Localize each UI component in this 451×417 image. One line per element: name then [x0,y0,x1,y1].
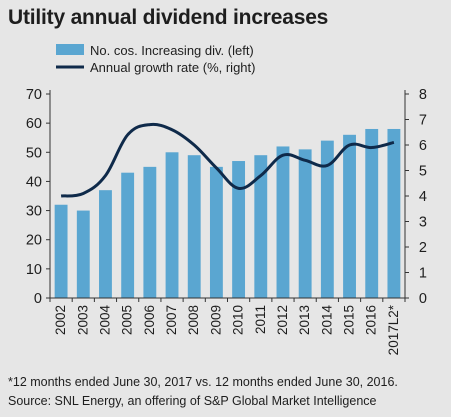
legend-label-line: Annual growth rate (%, right) [90,60,255,75]
x-tick-label: 2004 [97,305,112,336]
y-left-tick-label: 0 [34,291,42,307]
x-tick-label: 2015 [342,305,357,335]
y-right-tick-label: 0 [419,291,427,307]
y-left-tick-label: 30 [26,204,42,220]
growth-rate-line [60,122,395,198]
x-tick-label: 2010 [231,305,246,335]
legend-swatch-bar [56,44,84,55]
bar-2016 [365,128,379,298]
y-left-tick-label: 70 [26,87,42,103]
bar-2014 [320,140,334,298]
bar-2010 [232,161,246,298]
x-tick-label: 2016 [364,305,379,335]
x-tick-label: 2002 [53,305,68,335]
bar-2004 [99,190,112,298]
y-left-tick-label: 20 [26,233,42,249]
bar-2017L2* [387,128,401,298]
line-series [60,122,395,198]
x-tick-label: 2009 [208,305,223,335]
x-tick-label: 2017L2* [386,304,401,355]
x-tick-label: 2014 [319,305,334,336]
y-left-tick-label: 10 [26,262,42,278]
legend-label-bar: No. cos. Increasing div. (left) [90,43,254,58]
bar-2005 [121,172,135,298]
y-right-tick-label: 2 [419,240,427,256]
source-note: Source: SNL Energy, an offering of S&P G… [8,394,377,408]
x-tick-label: 2006 [142,305,157,335]
x-tick-label: 2011 [253,305,268,334]
legend: No. cos. Increasing div. (left) Annual gr… [56,43,255,75]
y-right-tick-label: 4 [419,189,427,205]
x-tick-label: 2008 [186,305,201,335]
bar-2015 [343,134,356,298]
y-right-tick-label: 6 [419,138,427,154]
y-left-tick-label: 40 [26,174,42,190]
bar-2008 [187,155,201,298]
footnote: *12 months ended June 30, 2017 vs. 12 mo… [8,375,398,389]
bar-2011 [254,155,268,298]
y-right-tick-label: 8 [419,87,427,103]
chart-title: Utility annual dividend increases [8,6,329,29]
y-right-tick-label: 3 [419,215,427,231]
bar-2007 [165,152,179,298]
axes: 0 10 20 30 40 50 60 70 0 1 2 3 4 5 6 7 8 2002 2003 2004 2005… [26,87,427,355]
bar-2002 [54,204,68,298]
y-left-tick-label: 50 [26,145,42,161]
y-left-tick-label: 60 [26,116,42,132]
bar-2012 [276,146,290,298]
bar-2013 [298,149,312,298]
bar-series [54,128,401,298]
bar-2003 [76,210,90,298]
x-tick-label: 2007 [164,305,179,335]
y-right-tick-label: 5 [419,164,427,180]
y-right-tick-label: 7 [419,113,427,129]
bar-2009 [209,166,223,298]
bar-2006 [143,166,157,298]
x-tick-label: 2003 [75,305,90,335]
x-tick-label: 2013 [297,305,312,335]
x-tick-label: 2005 [120,305,135,335]
x-tick-label: 2012 [275,305,290,335]
y-right-tick-label: 1 [419,266,427,282]
